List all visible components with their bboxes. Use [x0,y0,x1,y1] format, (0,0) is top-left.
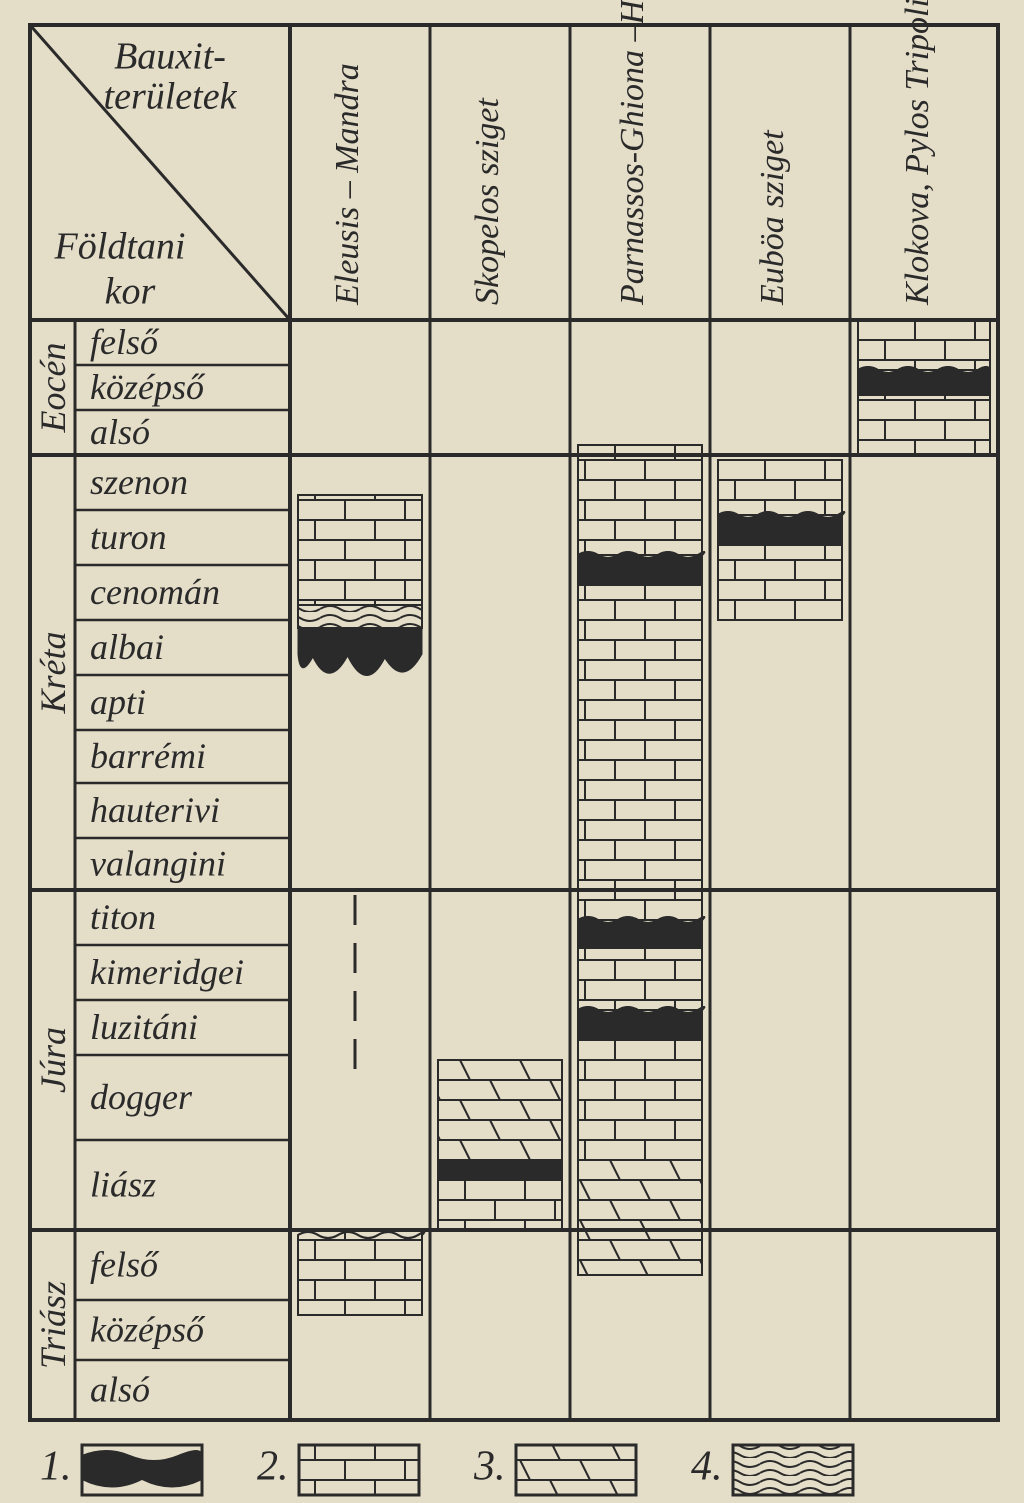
stage-label: valangini [90,843,226,883]
column-label: Skopelos sziget [469,97,506,305]
litho-block [578,1038,702,1160]
group-label: Júra [33,1027,73,1093]
stage-label: luzitáni [90,1007,198,1047]
stage-label: alsó [90,1369,150,1409]
stage-label: turon [90,517,167,557]
litho-block [578,1160,702,1275]
litho-block [718,460,842,515]
column-label: Parnassos-Ghiona –Helikon hegységek [614,0,651,306]
column-label: Eleusis – Mandra [329,63,366,306]
litho-block [298,495,422,605]
group-label: Triász [33,1281,73,1369]
header-areas-label-2: területek [104,76,238,118]
litho-block [578,445,702,555]
header-areas-label-1: Bauxit- [114,36,226,78]
litho-block [438,1060,562,1160]
header-age-label-2: kor [105,271,156,313]
legend-swatch [299,1445,419,1495]
stage-label: dogger [90,1077,193,1117]
legend-number: 2. [257,1444,289,1490]
litho-block [858,320,990,370]
stage-label: felső [90,322,160,362]
stage-label: barrémi [90,736,206,776]
litho-block [718,545,842,620]
stage-label: albai [90,627,164,667]
group-label: Eocén [33,343,73,434]
stage-label: cenomán [90,572,220,612]
litho-block [578,552,704,585]
stage-label: hauterivi [90,790,220,830]
legend-swatch [733,1445,853,1495]
legend-number: 4. [691,1444,723,1490]
column-label: Euböa sziget [754,129,791,306]
stage-label: apti [90,682,146,722]
stage-label: felső [90,1244,160,1284]
stage-label: liász [90,1164,156,1204]
header-age-label-1: Földtani [54,226,186,268]
legend-swatch [516,1445,636,1495]
legend-number: 1. [40,1444,72,1490]
legend-swatch [82,1445,202,1495]
stage-label: alsó [90,412,150,452]
column-label: Klokova, Pylos Tripolis [899,0,936,306]
litho-block [438,1160,562,1180]
legend-number: 3. [473,1444,506,1490]
stage-label: középső [90,367,206,407]
litho-block [298,1232,424,1315]
litho-block [718,512,844,545]
stage-label: kimeridgei [90,952,244,992]
litho-block [858,395,990,455]
stage-label: titon [90,897,156,937]
litho-block [298,605,422,628]
litho-block [578,948,702,1010]
litho-block [578,585,702,920]
stage-label: szenon [90,462,188,502]
litho-block [438,1180,562,1230]
group-label: Kréta [33,631,73,714]
stage-label: középső [90,1309,206,1349]
